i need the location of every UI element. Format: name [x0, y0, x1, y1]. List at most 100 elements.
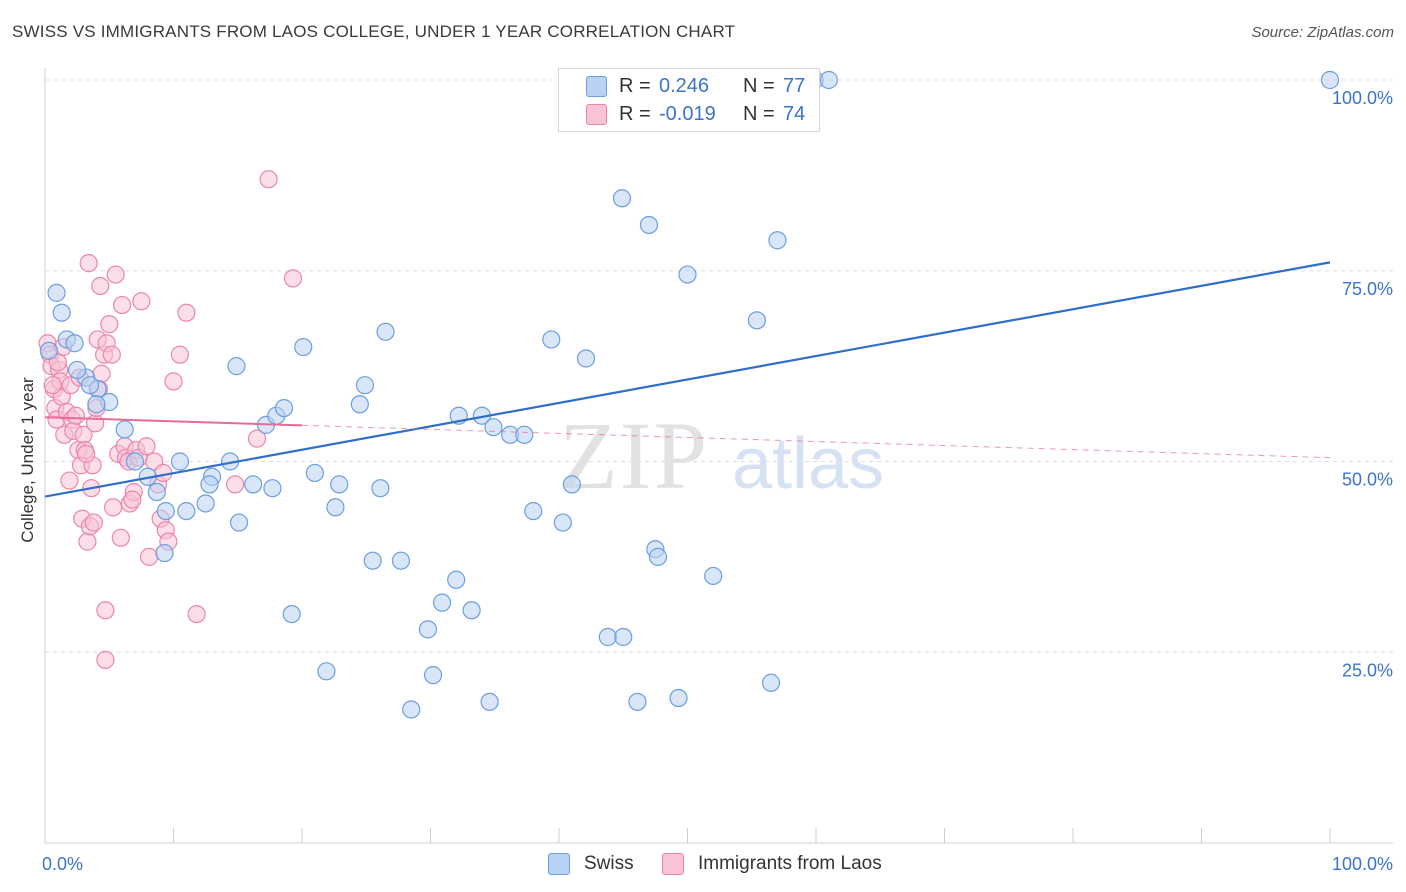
laos-point-31: [91, 276, 110, 296]
swiss-point-28: [305, 463, 324, 483]
swiss-point-37: [391, 551, 411, 570]
legend-n-value-swiss: 77: [783, 74, 806, 97]
laos-point-11: [60, 471, 79, 490]
swiss-point-38: [402, 700, 421, 719]
legend-swatch-laos: [586, 103, 607, 125]
laos-point-72: [104, 498, 123, 517]
swiss-point-23: [263, 479, 282, 498]
swiss-point-74: [87, 395, 106, 414]
laos-point-66: [283, 269, 303, 288]
swiss-point-42: [447, 570, 466, 589]
swiss-point-18: [227, 357, 246, 376]
swiss-point-35: [371, 479, 390, 498]
swiss-trend-line: [44, 261, 1331, 498]
laos-point-26: [84, 513, 103, 532]
laos-point-37: [96, 650, 115, 669]
laos-point-27: [86, 414, 105, 433]
laos-point-21: [78, 532, 97, 551]
swiss-point-36: [376, 322, 395, 341]
legend-row-laos: R = -0.019 N = 74: [559, 100, 867, 128]
y-tick-label-75: 75.0%: [1342, 279, 1393, 299]
laos-point-36: [96, 601, 115, 620]
legend-n-label-swiss: N =: [743, 74, 775, 97]
swiss-point-53: [562, 475, 581, 494]
swiss-point-22: [244, 475, 263, 494]
swiss-point-50: [524, 501, 543, 521]
swiss-point-44: [462, 601, 481, 620]
watermark-atlas: atlas: [732, 424, 884, 504]
swiss-point-69: [768, 231, 787, 250]
swiss-point-63: [669, 688, 688, 708]
swiss-point-52: [553, 513, 572, 532]
swiss-point-39: [418, 620, 438, 639]
swiss-point-0: [39, 341, 58, 360]
legend-row-swiss: R = 0.246 N = 77: [559, 72, 867, 100]
swiss-point-2: [52, 303, 71, 322]
swiss-point-34: [363, 551, 382, 570]
swiss-point-9: [125, 452, 145, 471]
swiss-point-54: [576, 349, 596, 368]
laos-point-41: [111, 528, 130, 547]
laos-point-61: [177, 303, 196, 322]
laos-point-38: [102, 345, 121, 364]
laos-point-15: [66, 406, 85, 425]
legend-n-label-laos: N =: [743, 102, 775, 125]
swiss-point-15: [196, 494, 215, 513]
swiss-point-1: [47, 283, 66, 302]
bottom-legend-label-laos: Immigrants from Laos: [698, 853, 882, 874]
bottom-legend-swatch-swiss: [548, 853, 570, 875]
chart-title: SWISS VS IMMIGRANTS FROM LAOS COLLEGE, U…: [12, 22, 736, 41]
legend-r-label-swiss: R =: [619, 74, 651, 97]
bottom-legend-swatch-laos: [662, 853, 684, 875]
y-tick-label-25: 25.0%: [1342, 660, 1393, 680]
y-axis-label: College, Under 1 year: [18, 377, 37, 543]
laos-point-39: [106, 265, 125, 284]
swiss-point-75: [155, 543, 174, 563]
swiss-point-26: [282, 604, 301, 624]
swiss-point-57: [614, 627, 633, 647]
swiss-point-64: [678, 265, 697, 284]
swiss-point-66: [704, 566, 723, 586]
swiss-point-13: [170, 452, 190, 471]
bottom-legend-swiss[interactable]: Swiss: [548, 851, 634, 877]
x-tick-label-0: 0.0%: [42, 854, 83, 874]
laos-point-63: [226, 475, 245, 494]
legend-r-label-laos: R =: [619, 102, 651, 125]
swiss-point-30: [326, 498, 345, 517]
swiss-point-56: [612, 189, 632, 208]
bottom-legend-label-swiss: Swiss: [584, 853, 634, 874]
legend-r-value-swiss: 0.246: [659, 74, 710, 97]
swiss-point-41: [432, 593, 452, 612]
laos-point-51: [137, 437, 156, 456]
bottom-legend-laos[interactable]: Immigrants from Laos: [662, 851, 882, 877]
swiss-point-11: [147, 482, 166, 502]
legend-swatch-swiss: [586, 75, 607, 97]
swiss-point-31: [330, 475, 349, 494]
swiss-point-40: [423, 666, 443, 685]
swiss-point-73: [68, 360, 87, 380]
swiss-point-14: [177, 501, 196, 521]
laos-point-65: [259, 170, 278, 189]
swiss-point-21: [229, 513, 249, 532]
laos-point-64: [247, 429, 267, 448]
swiss-point-68: [761, 673, 781, 692]
laos-point-62: [187, 604, 206, 624]
correlation-legend: R = 0.246 N = 77 R = -0.019 N = 74: [558, 68, 820, 132]
laos-point-70: [77, 444, 96, 463]
legend-n-value-laos: 74: [783, 102, 806, 125]
swiss-point-49: [515, 425, 534, 444]
swiss-point-4: [65, 334, 84, 353]
laos-point-52: [139, 547, 159, 566]
swiss-point-60: [639, 215, 659, 235]
swiss-point-46: [480, 692, 499, 711]
swiss-point-25: [274, 398, 294, 418]
swiss-point-62: [648, 547, 668, 566]
source-label: Source: ZipAtlas.com: [1251, 24, 1394, 41]
laos-point-59: [164, 372, 183, 391]
laos-trend-line-solid: [44, 416, 303, 427]
swiss-point-51: [542, 330, 561, 349]
watermark-zip: ZIP: [559, 402, 709, 509]
swiss-point-8: [115, 420, 134, 439]
swiss-point-76: [80, 376, 100, 395]
